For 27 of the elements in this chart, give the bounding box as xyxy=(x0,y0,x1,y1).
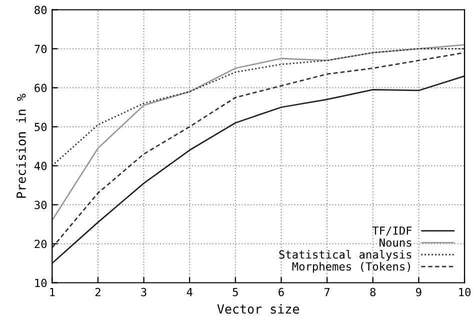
x-tick-label: 2 xyxy=(95,288,100,296)
y-tick-label: 70 xyxy=(34,44,47,54)
line-series xyxy=(52,75,465,264)
y-axis-title: Precision in % xyxy=(16,94,26,198)
legend-label: Nouns xyxy=(380,238,412,247)
x-tick-label: 9 xyxy=(416,288,422,296)
x-tick-label: 6 xyxy=(278,288,284,296)
x-axis-title: Vector size xyxy=(217,304,299,314)
y-tick-label: 10 xyxy=(35,278,47,288)
y-tick-label: 20 xyxy=(34,240,47,248)
legend-label: Morphemes (Tokens) xyxy=(292,262,410,273)
x-tick-label: 1 xyxy=(50,288,55,296)
y-tick-label: 40 xyxy=(34,162,47,170)
line-series xyxy=(52,44,465,222)
x-tick-label: 7 xyxy=(324,288,330,296)
y-tick-label: 80 xyxy=(34,6,47,14)
x-tick-label: 3 xyxy=(141,288,146,296)
y-tick-label: 60 xyxy=(34,84,47,92)
x-tick-label: 4 xyxy=(186,288,192,296)
y-tick-label: 50 xyxy=(34,122,47,132)
legend-label: Statistical analysis xyxy=(279,250,412,261)
line-series xyxy=(52,48,465,166)
y-tick-label: 30 xyxy=(34,200,47,210)
x-tick-label: 10 xyxy=(459,288,470,296)
legend-label: TF/IDF xyxy=(372,226,412,236)
x-tick-label: 8 xyxy=(370,288,376,296)
x-tick-label: 5 xyxy=(232,288,238,296)
